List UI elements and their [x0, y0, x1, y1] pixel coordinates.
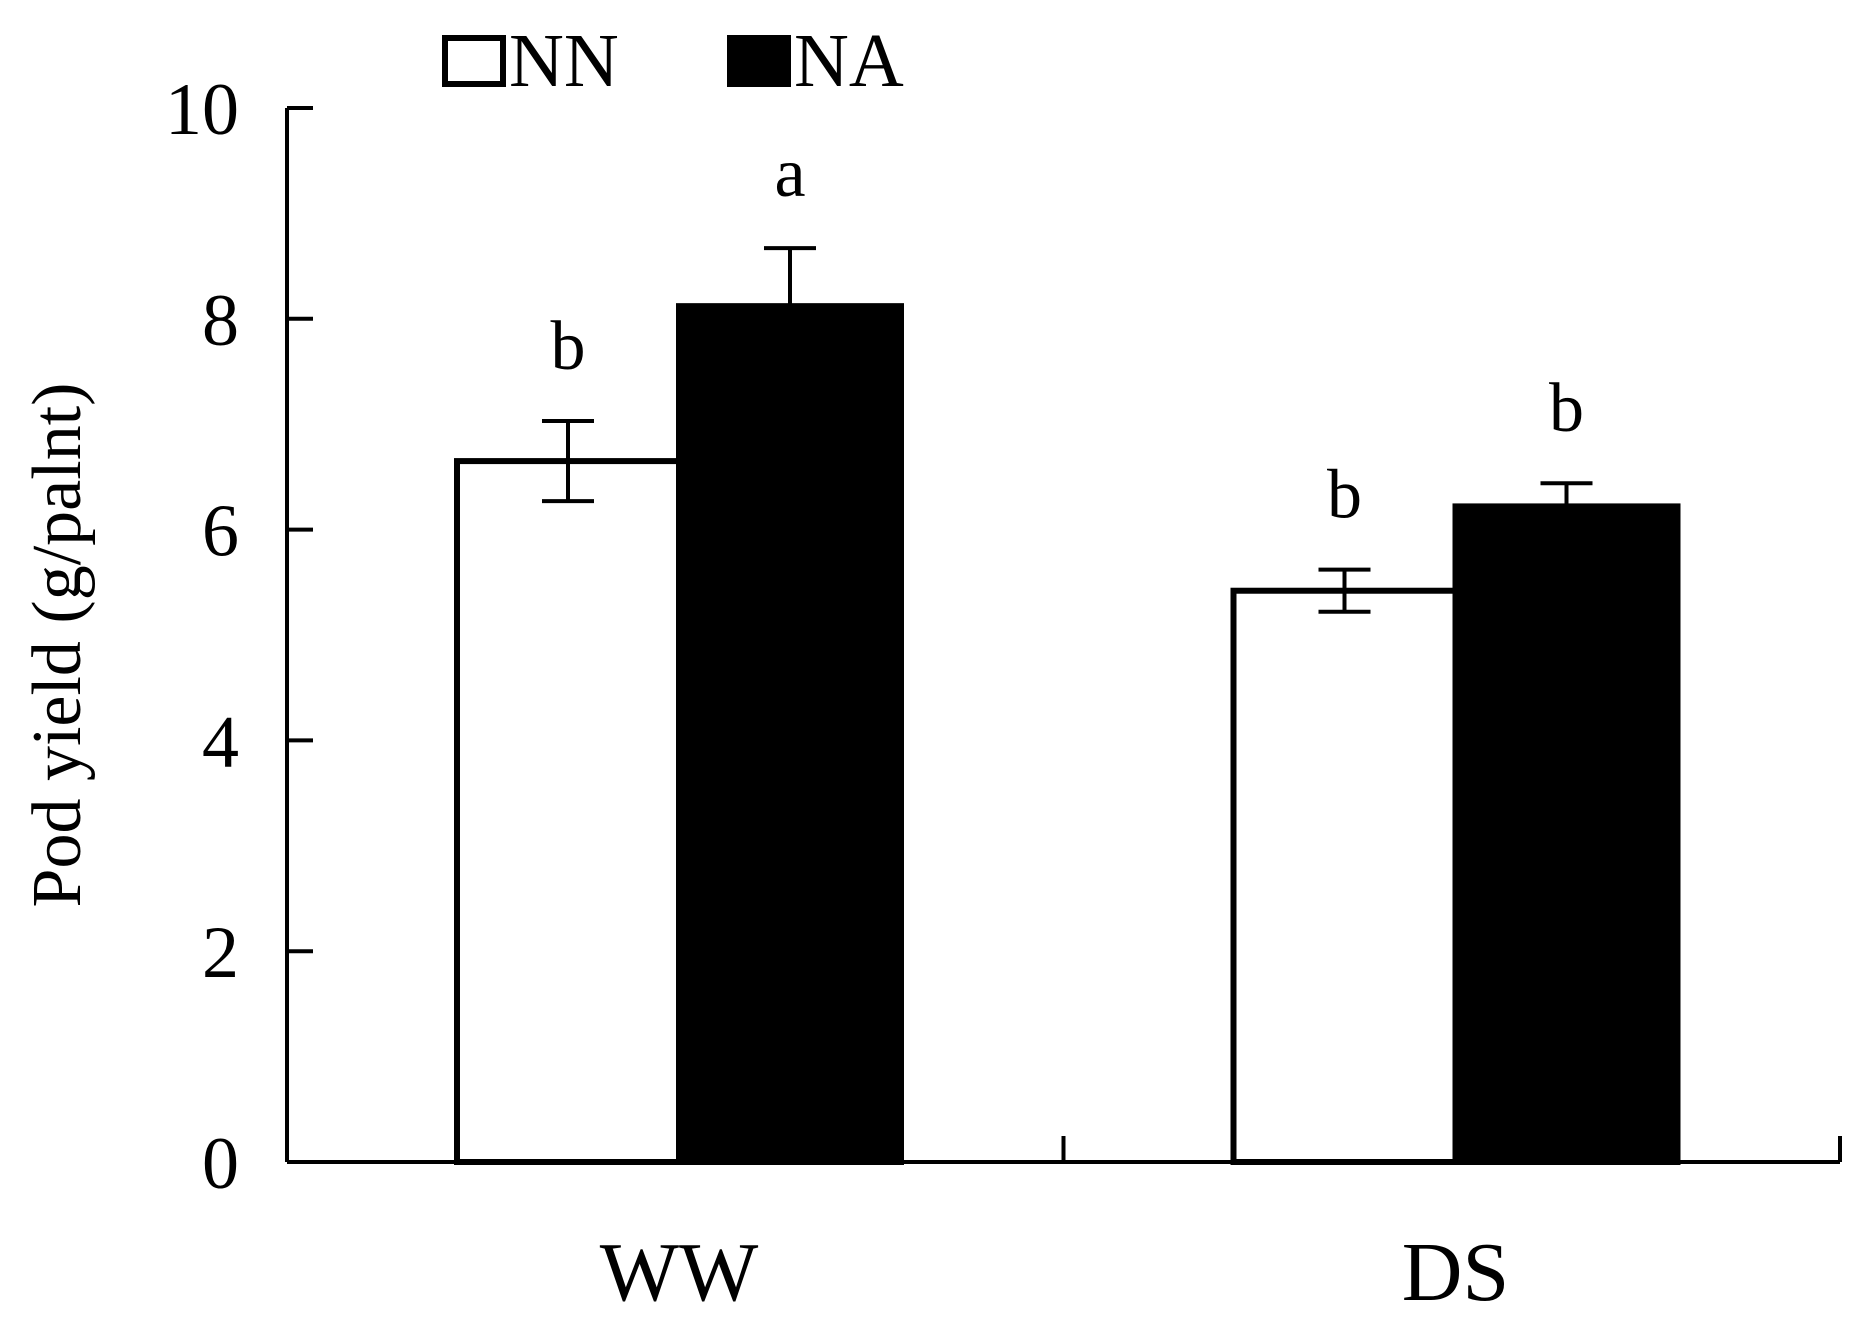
bar-na-ww — [676, 303, 904, 1166]
y-tick-label: 8 — [202, 280, 239, 362]
significance-letter: b — [551, 308, 586, 385]
y-tick-label: 4 — [202, 701, 239, 783]
y-tick-label: 10 — [165, 69, 239, 151]
significance-letter: b — [1327, 457, 1362, 534]
category-label-ww: WW — [600, 1226, 759, 1317]
y-tick-label: 2 — [202, 912, 239, 994]
legend-label-nn: NN — [509, 19, 619, 103]
significance-letter: b — [1549, 370, 1584, 447]
error-bars — [542, 246, 1593, 614]
legend-swatch-na — [727, 35, 791, 87]
bar-nn-ww — [454, 458, 682, 1165]
legend-label-na: NA — [794, 19, 904, 103]
y-axis: 0 2 4 6 8 10 — [165, 69, 313, 1205]
category-labels: WW DS — [600, 1226, 1509, 1317]
y-axis-label: Pod yield (g/palnt) — [19, 383, 96, 908]
y-tick-label: 6 — [202, 491, 239, 573]
category-label-ds: DS — [1402, 1226, 1509, 1317]
bar-na-ds — [1452, 503, 1681, 1165]
y-tick-label: 0 — [202, 1123, 239, 1205]
bars — [454, 303, 1681, 1166]
significance-labels: b a b b — [551, 135, 1585, 533]
bar-nn-ds — [1230, 587, 1459, 1165]
legend: NN NA — [442, 19, 904, 103]
legend-swatch-nn — [442, 35, 506, 87]
significance-letter: a — [774, 135, 805, 212]
